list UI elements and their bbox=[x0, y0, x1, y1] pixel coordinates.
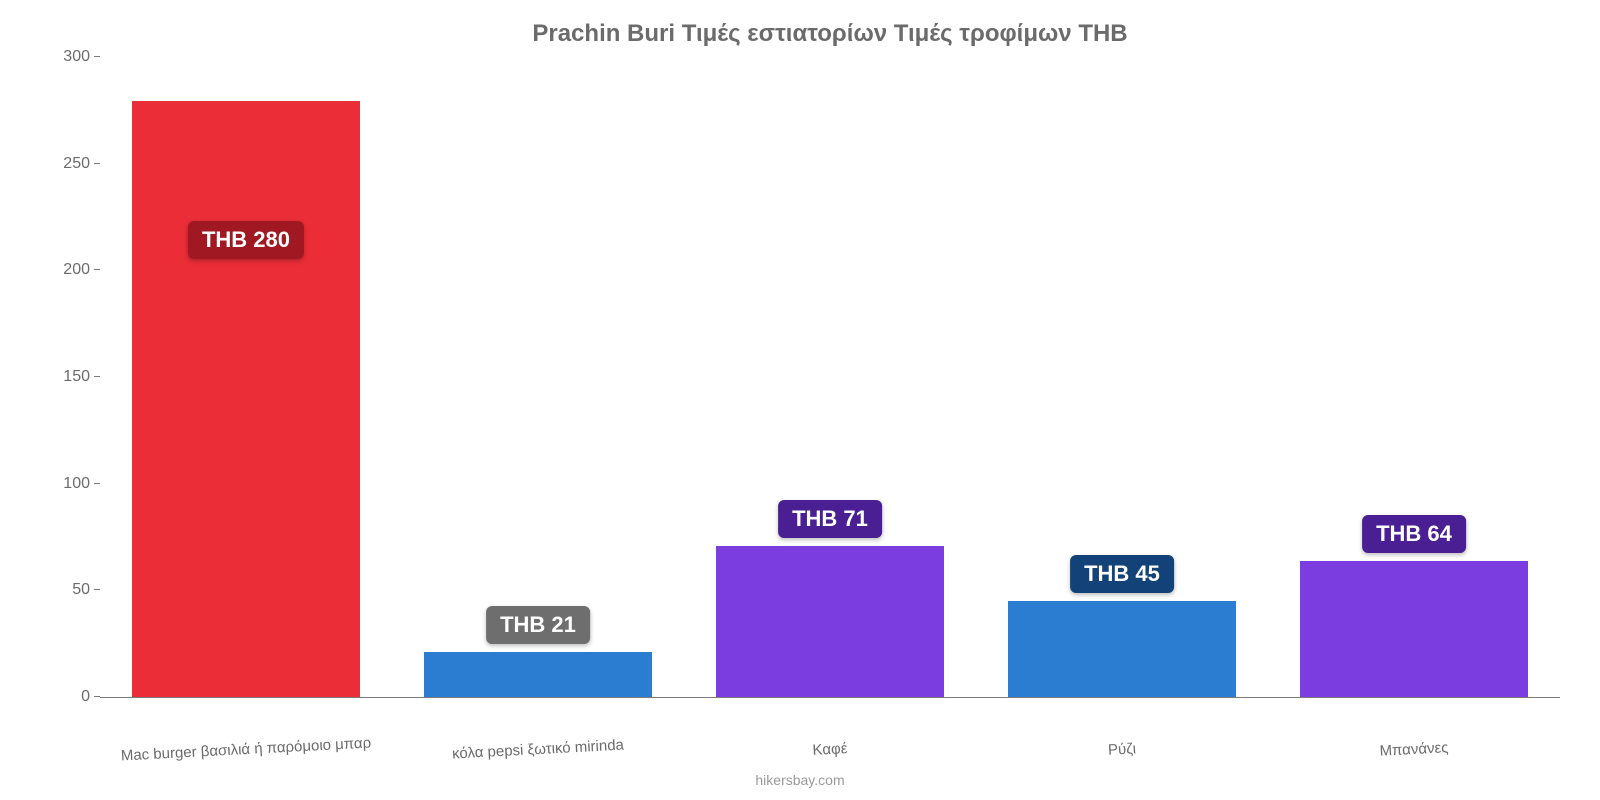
bar-slot: THB 280 bbox=[100, 58, 392, 697]
x-axis-label: κόλα pepsi ξωτικό mirinda bbox=[392, 733, 684, 765]
bar: THB 280 bbox=[132, 101, 360, 697]
y-tick-mark bbox=[94, 56, 100, 57]
attribution-text: hikersbay.com bbox=[0, 772, 1600, 788]
y-tick-label: 200 bbox=[50, 261, 90, 279]
bar-value-badge: THB 45 bbox=[1070, 555, 1174, 593]
x-axis-label: Ρύζι bbox=[976, 733, 1268, 765]
bar-slot: THB 21 bbox=[392, 58, 684, 697]
bar: THB 45 bbox=[1008, 601, 1236, 697]
y-tick-mark bbox=[94, 376, 100, 377]
y-tick-label: 250 bbox=[50, 155, 90, 173]
bar: THB 64 bbox=[1300, 561, 1528, 697]
x-axis-labels: Mac burger βασιλιά ή παρόμοιο μπαρκόλα p… bbox=[100, 741, 1560, 758]
bar-slot: THB 45 bbox=[976, 58, 1268, 697]
y-tick-mark bbox=[94, 269, 100, 270]
y-tick-mark bbox=[94, 696, 100, 697]
bar-value-badge: THB 64 bbox=[1362, 515, 1466, 553]
x-axis-label: Μπανάνες bbox=[1268, 733, 1560, 765]
bar: THB 71 bbox=[716, 546, 944, 697]
chart-title: Prachin Buri Τιμές εστιατορίων Τιμές τρο… bbox=[100, 20, 1560, 48]
x-axis-label: Καφέ bbox=[684, 733, 976, 765]
bars-group: THB 280 THB 21 THB 71 THB 45 THB 64 bbox=[100, 58, 1560, 697]
bar-value-badge: THB 21 bbox=[486, 606, 590, 644]
x-axis-label: Mac burger βασιλιά ή παρόμοιο μπαρ bbox=[100, 733, 392, 765]
y-tick-mark bbox=[94, 589, 100, 590]
y-tick-mark bbox=[94, 163, 100, 164]
y-tick-label: 0 bbox=[50, 688, 90, 706]
bar-slot: THB 64 bbox=[1268, 58, 1560, 697]
plot-area: THB 280THB 21THB 71THB 45THB 64 05010015… bbox=[100, 58, 1560, 698]
y-tick-label: 50 bbox=[50, 581, 90, 599]
chart-container: Prachin Buri Τιμές εστιατορίων Τιμές τρο… bbox=[0, 0, 1600, 800]
y-tick-label: 300 bbox=[50, 48, 90, 66]
bar-value-badge: THB 71 bbox=[778, 500, 882, 538]
bar-value-badge: THB 280 bbox=[188, 221, 304, 259]
y-tick-label: 100 bbox=[50, 475, 90, 493]
bar: THB 21 bbox=[424, 652, 652, 697]
bar-slot: THB 71 bbox=[684, 58, 976, 697]
y-tick-mark bbox=[94, 483, 100, 484]
y-tick-label: 150 bbox=[50, 368, 90, 386]
